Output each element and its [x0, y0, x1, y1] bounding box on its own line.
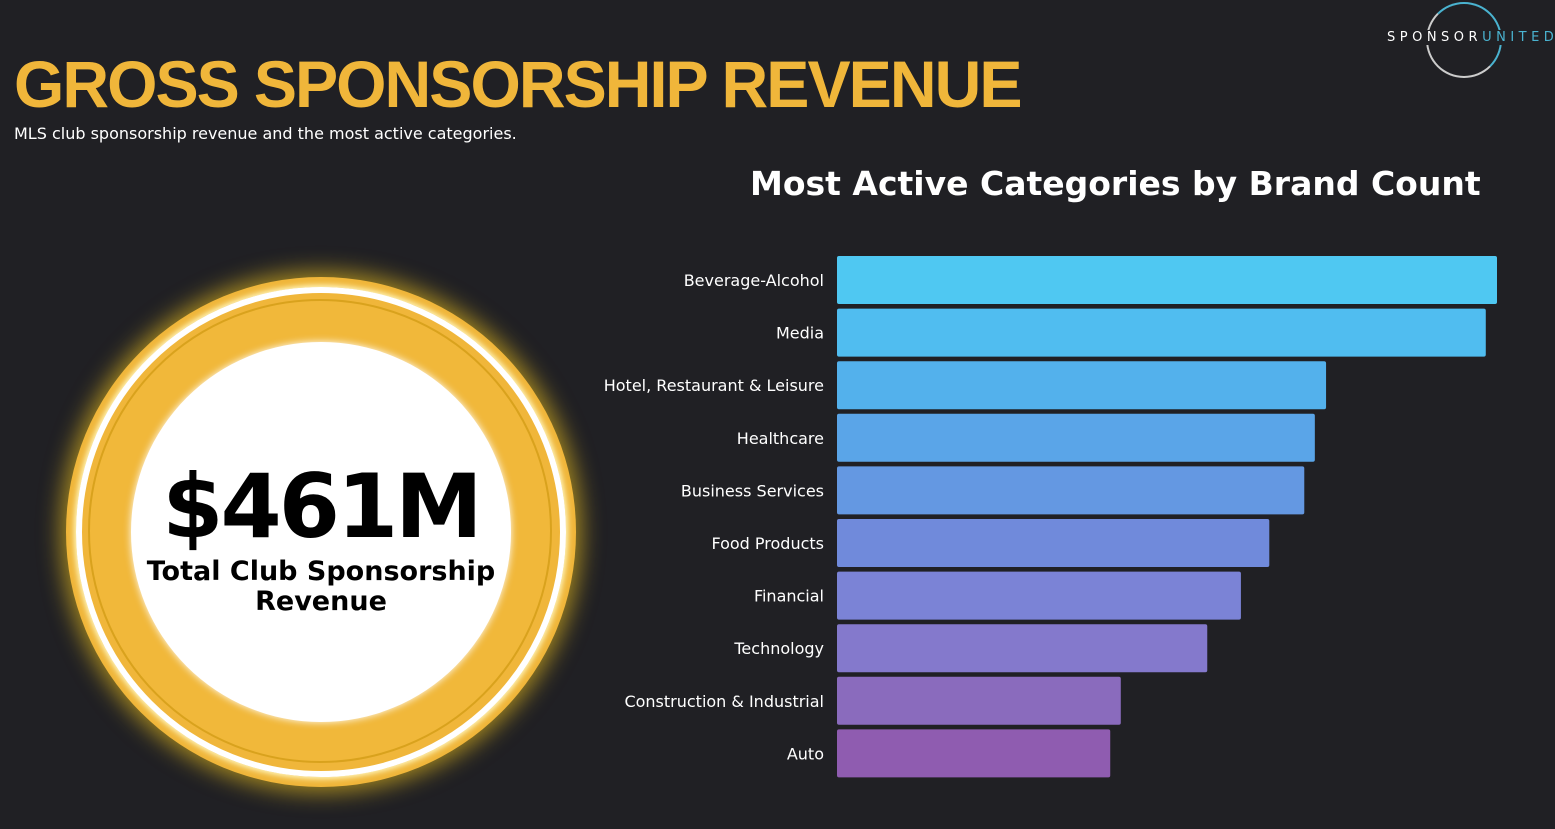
category-label: Hotel, Restaurant & Leisure: [604, 376, 824, 395]
page-subtitle: MLS club sponsorship revenue and the mos…: [14, 124, 517, 143]
category-label: Food Products: [711, 534, 824, 553]
category-label: Healthcare: [737, 429, 824, 448]
category-label: Business Services: [681, 481, 824, 500]
kpi-circle: $461M Total Club Sponsorship Revenue: [66, 277, 576, 787]
page-title: GROSS SPONSORSHIP REVENUE: [14, 47, 1022, 121]
kpi-value: $461M: [162, 455, 483, 558]
kpi-inner: $461M Total Club Sponsorship Revenue: [131, 342, 511, 722]
bar-9: [837, 729, 1111, 778]
bar-0: [837, 256, 1497, 304]
logo-text: SPONSORUNITED: [1386, 30, 1555, 45]
category-label: Construction & Industrial: [624, 692, 824, 711]
bar-3: [837, 413, 1315, 462]
bar-8: [837, 676, 1121, 725]
kpi-label-line2: Revenue: [255, 586, 387, 617]
category-label: Media: [776, 324, 824, 343]
kpi-white-ring: [76, 287, 566, 777]
kpi-label-line1: Total Club Sponsorship: [146, 556, 496, 587]
category-label: Beverage-Alcohol: [684, 271, 824, 290]
logo-text-united: UNITED: [1482, 30, 1555, 45]
bar-5: [837, 519, 1270, 567]
bar-6: [837, 571, 1241, 620]
category-label: Technology: [733, 639, 824, 658]
category-label: Auto: [787, 744, 824, 763]
chart-title: Most Active Categories by Brand Count: [750, 164, 1481, 203]
bar-4: [837, 466, 1305, 515]
bar-2: [837, 361, 1327, 410]
bar-1: [837, 308, 1486, 357]
sponsorunited-logo: SPONSORUNITED: [1386, 0, 1555, 80]
bar-7: [837, 624, 1208, 673]
category-label: Financial: [754, 587, 824, 606]
logo-text-sponsor: SPONSOR: [1387, 30, 1483, 45]
